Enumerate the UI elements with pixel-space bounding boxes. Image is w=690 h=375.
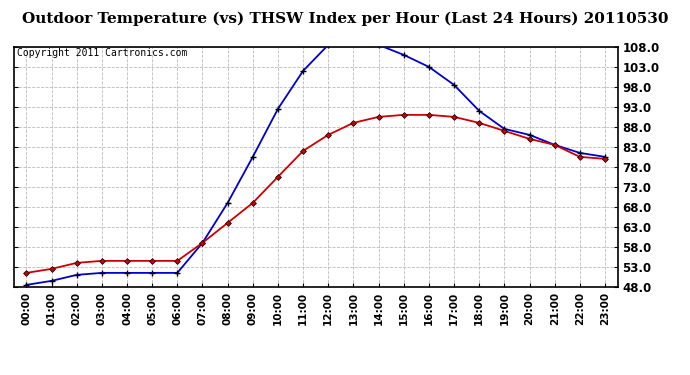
Text: Copyright 2011 Cartronics.com: Copyright 2011 Cartronics.com [17, 48, 187, 58]
Text: Outdoor Temperature (vs) THSW Index per Hour (Last 24 Hours) 20110530: Outdoor Temperature (vs) THSW Index per … [22, 11, 668, 26]
